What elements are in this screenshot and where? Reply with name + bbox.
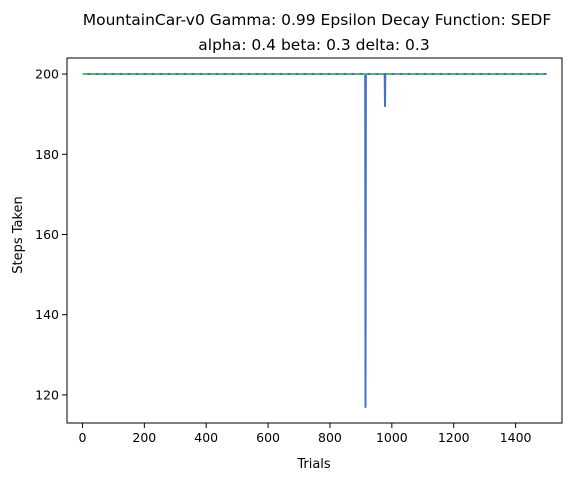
x-tick-label: 0 <box>78 430 86 445</box>
y-axis: 120 140 160 180 200 <box>35 67 67 402</box>
y-tick-label: 180 <box>35 147 59 162</box>
plot-frame <box>66 57 563 424</box>
chart-title-line-1: MountainCar-v0 Gamma: 0.99 Epsilon Decay… <box>83 11 552 29</box>
y-tick-label: 120 <box>35 387 59 402</box>
series-line-1 <box>82 73 547 408</box>
y-axis-label: Steps Taken <box>11 196 26 274</box>
x-tick-label: 600 <box>256 430 280 445</box>
x-tick-label: 1400 <box>500 430 532 445</box>
x-tick-label: 400 <box>194 430 218 445</box>
x-tick-label: 800 <box>318 430 342 445</box>
chart-title-line-2: alpha: 0.4 beta: 0.3 delta: 0.3 <box>198 36 429 54</box>
x-tick-label: 200 <box>132 430 156 445</box>
x-axis: 0 200 400 600 800 1000 1200 1400 <box>78 423 532 445</box>
plot-area <box>82 73 547 408</box>
x-tick-label: 1000 <box>376 430 408 445</box>
y-tick-label: 140 <box>35 307 59 322</box>
x-tick-label: 1200 <box>438 430 470 445</box>
y-tick-label: 160 <box>35 227 59 242</box>
x-axis-label: Trials <box>296 457 331 472</box>
y-tick-label: 200 <box>35 67 59 82</box>
